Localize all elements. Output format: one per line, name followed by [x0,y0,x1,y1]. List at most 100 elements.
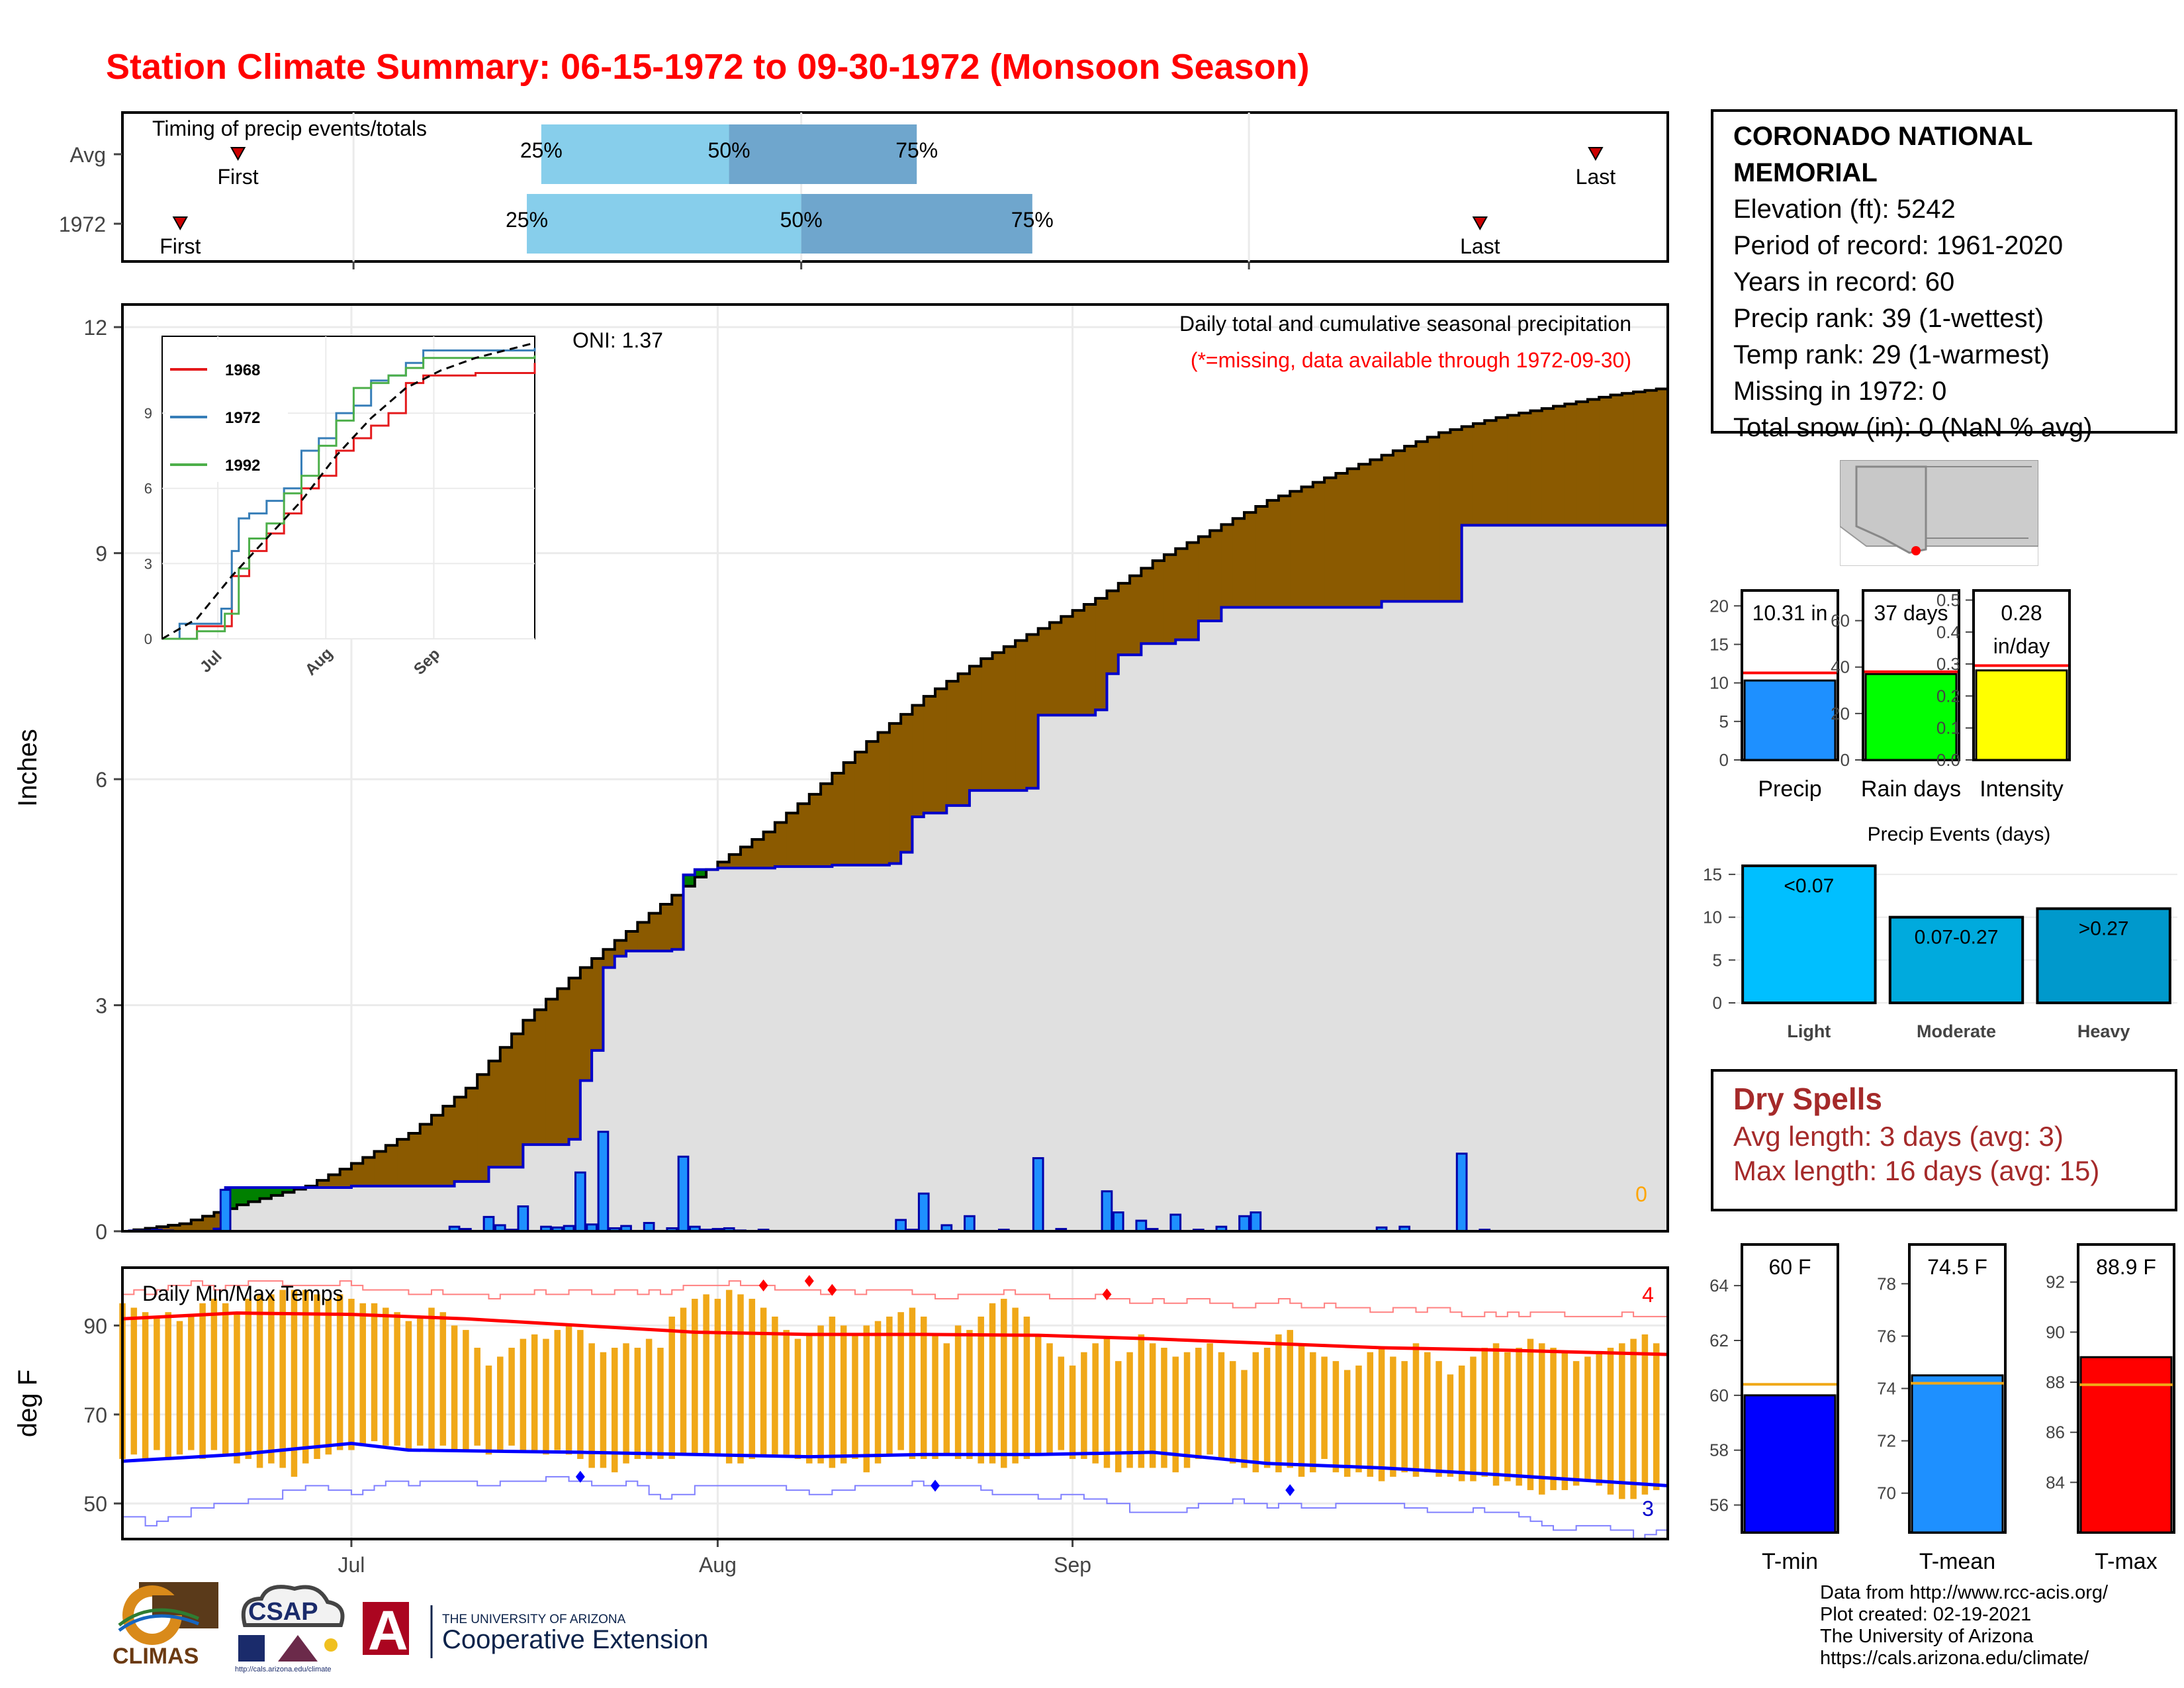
stat-y-tick-label: 15 [1709,634,1729,654]
deficit-fill [1370,459,1383,608]
stat-value-label: 10.31 in [1752,601,1828,625]
deficit-fill [1061,616,1073,716]
deficit-fill [1576,401,1588,526]
deficit-fill [1244,512,1256,608]
daily-temp-bar [692,1299,698,1455]
surplus-fill [683,874,696,886]
daily-temp-bar [954,1325,962,1460]
stat-y-tick-label: 74 [1877,1379,1896,1399]
daily-temp-bar [463,1330,469,1450]
precip-y-tick-label: 6 [95,768,107,792]
deficit-fill [1072,610,1085,716]
event-bar-heavy [2036,907,2171,1004]
stat-value-label: 37 days [1874,601,1948,625]
station-name-line1: CORONADO NATIONAL [1733,122,2033,151]
temp-plot-bg [122,1268,1668,1539]
deficit-fill [203,1216,214,1231]
station-location-marker [1911,546,1921,555]
daily-temp-bar [1092,1343,1099,1464]
events-y-tick-label: 10 [1703,908,1722,927]
deficit-fill [1107,590,1119,674]
inset-series-1968 [162,363,536,640]
station-temp-rank: Temp rank: 29 (1-warmest) [1733,340,2050,369]
temperature-stats-chart: 56 58 60 62 64 60 F T-min 70 72 74 76 78 74.5 F T-mea… [1709,1243,2175,1574]
daily-temp-bar [1561,1352,1569,1491]
daily-temp-bar [1287,1330,1293,1468]
timing-bar-25-50 [527,194,801,254]
daily-temp-bar [1263,1347,1271,1468]
temp-y-tick-label: 50 [83,1492,107,1516]
season-stats-chart: 0 5 10 15 20 10.31 in Precip 0 20 40 60 37 days Rain… [1709,589,2071,801]
stat-y-tick-label: 20 [1709,596,1729,616]
surplus-fill [248,1187,261,1202]
deficit-fill [969,666,981,791]
daily-temp-bar [1596,1352,1602,1486]
credits-url: https://cals.arizona.edu/climate/ [1820,1648,2089,1669]
credits-plot-date: Plot created: 02-19-2021 [1820,1604,2032,1625]
daily-temp-bar [703,1294,709,1455]
daily-temp-bar [234,1312,240,1464]
deficit-fill [385,1145,398,1186]
surplus-fill [236,1187,249,1205]
event-bar-label: >0.27 [2079,918,2129,940]
events-y-tick-label: 0 [1713,993,1722,1013]
daily-temp-bar [1172,1356,1179,1473]
daily-temp-bar [314,1294,320,1460]
daily-temp-bar [1630,1338,1637,1499]
precip-y-tick-label: 9 [95,542,107,566]
stat-y-tick-label: 92 [2046,1272,2065,1292]
temp-x-tick-label: Aug [699,1553,737,1577]
timing-first-marker [230,147,246,162]
daily-temp-bar [1538,1343,1545,1495]
deficit-fill [1507,415,1520,526]
daily-temp-bar [680,1307,687,1455]
daily-temp-bar [1138,1334,1145,1468]
deficit-fill [1267,500,1279,608]
deficit-fill [763,831,776,868]
observed-area [122,451,1668,1232]
deficit-fill [1221,524,1234,608]
daily-temp-bar [394,1312,400,1446]
tmax-average-line [122,1311,1668,1356]
deficit-fill [168,1225,180,1231]
record-high-count: 4 [1642,1283,1654,1307]
timing-bar-25-50 [541,124,729,184]
record-low-marker [931,1479,940,1492]
daily-temp-bar [1470,1356,1477,1481]
daily-temp-bar [1252,1352,1259,1473]
daily-temp-bar [874,1321,882,1464]
daily-temp-bar [154,1316,160,1450]
deficit-fill [1427,437,1439,602]
deficit-fill [328,1174,341,1188]
stat-value-label: 0.28 [2001,601,2042,625]
daily-precip-bar [917,1192,930,1233]
timing-first-label: First [159,234,201,258]
timing-last-label: Last [1576,165,1616,189]
temp-x-tick-label: Jul [338,1553,365,1577]
deficit-fill [1187,542,1199,640]
deficit-fill [901,714,913,853]
daily-precip-bar [574,1171,586,1233]
daily-temp-bar [1378,1347,1385,1481]
timing-p25-label: 25% [506,208,548,232]
daily-temp-bar [1046,1343,1053,1455]
inset-y-tick-label: 9 [144,405,152,422]
deficit-fill [1633,392,1645,526]
stat-y-tick-label: 0.4 [1936,622,1960,642]
stat-y-tick-label: 84 [2046,1472,2065,1492]
daily-precip-bar [1112,1211,1124,1233]
daily-temp-bar [1058,1356,1065,1450]
daily-temp-bar [176,1321,183,1455]
deficit-fill [832,773,844,865]
svg-text:A: A [368,1599,408,1662]
stat-y-tick-label: 62 [1709,1331,1729,1350]
daily-temp-bar [1149,1343,1156,1468]
deficit-fill [420,1124,432,1186]
daily-temp-bar [1355,1365,1362,1473]
daily-temp-bar [1115,1361,1122,1473]
deficit-fill [1587,399,1600,526]
timing-first-marker [172,216,188,231]
credits: Data from http://www.rcc-acis.org/ Plot … [1820,1582,2108,1669]
daily-temp-bar [520,1338,527,1450]
deficit-fill [1141,568,1154,644]
